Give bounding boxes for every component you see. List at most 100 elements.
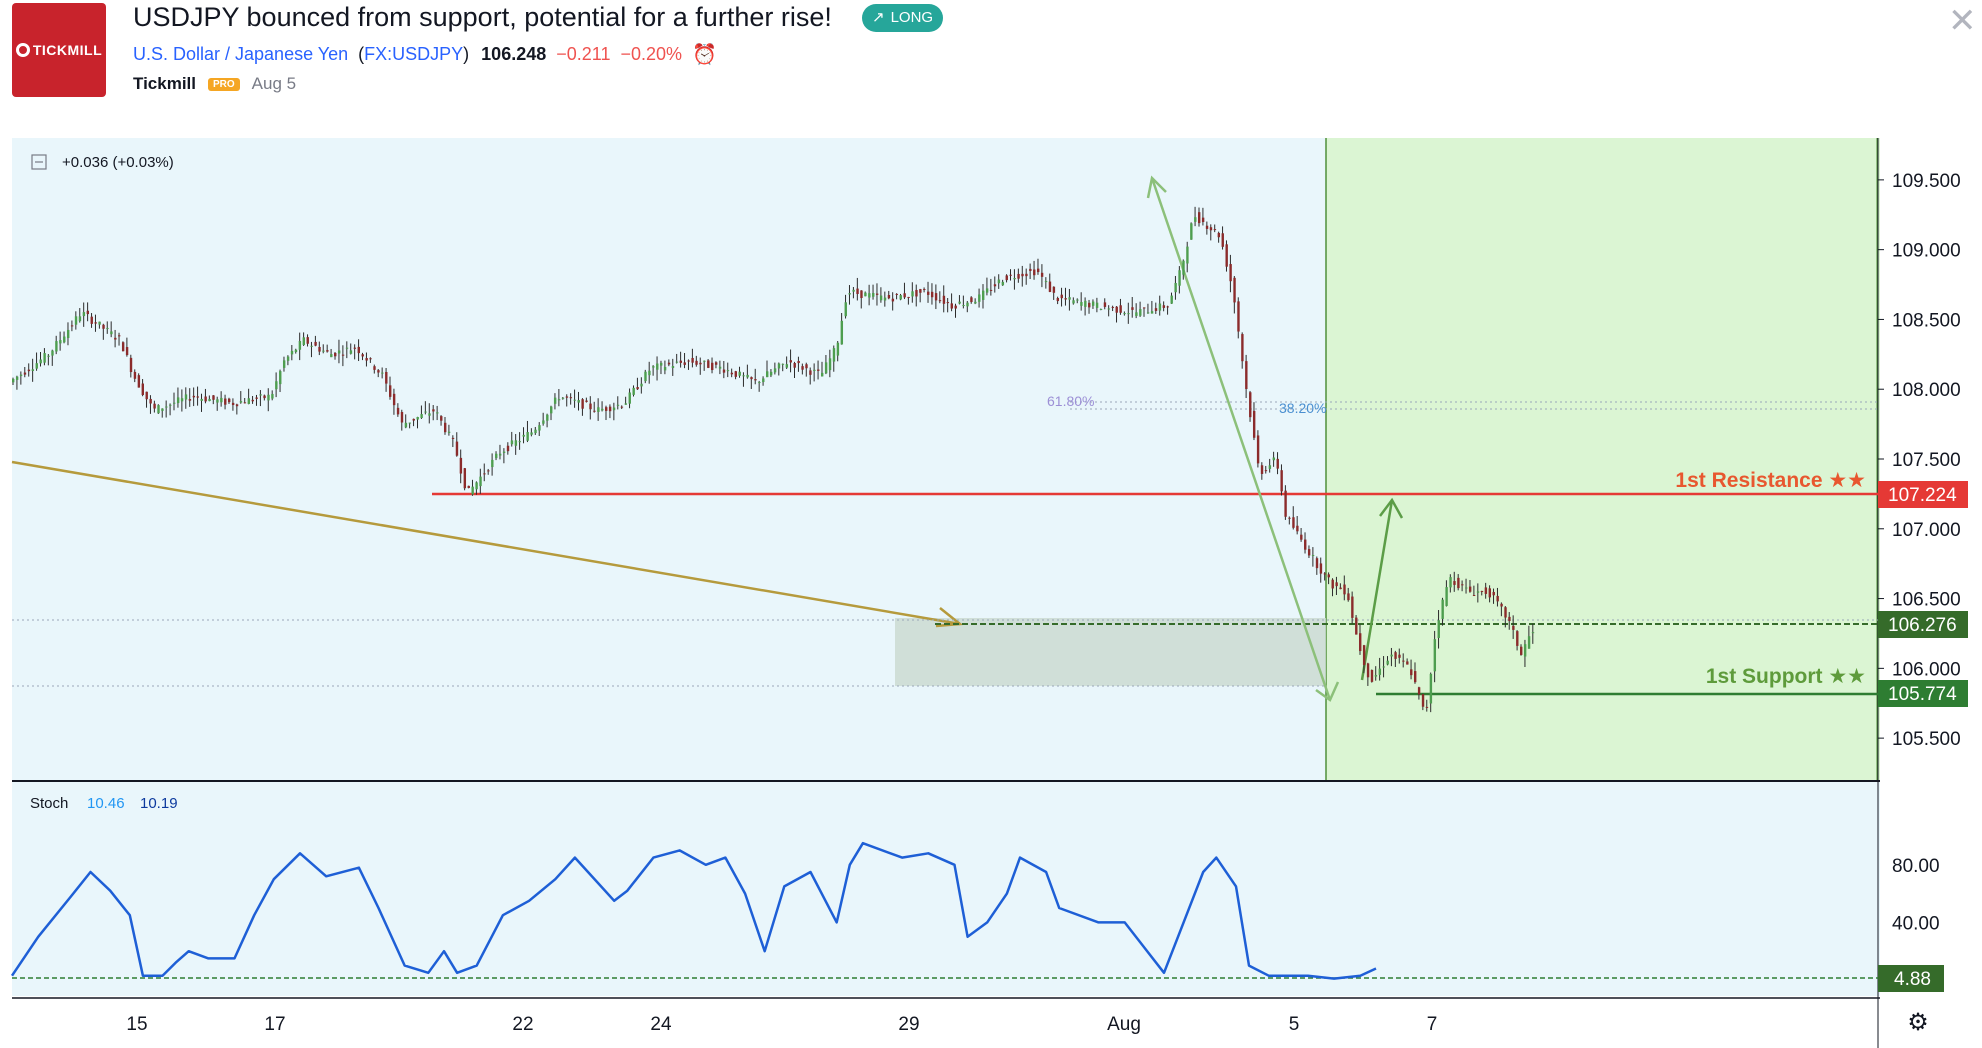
candle-body <box>1382 666 1385 668</box>
candle-body <box>1170 295 1173 304</box>
candle-body <box>1304 539 1307 550</box>
price-change-pct: −0.20% <box>620 44 683 64</box>
pivot-price-tag <box>1878 611 1968 638</box>
candle-body <box>840 320 844 345</box>
candle-body <box>860 290 863 299</box>
candle-body <box>1347 593 1350 601</box>
stoch-last-tag <box>1878 965 1944 992</box>
candle-body <box>310 345 313 347</box>
candle-body <box>746 374 749 378</box>
candle-body <box>703 360 706 362</box>
candle-body <box>1205 225 1209 229</box>
candle-body <box>652 366 655 368</box>
candle-body <box>176 397 180 404</box>
candle-body <box>447 431 451 433</box>
author-line: Tickmill PRO Aug 5 <box>133 74 296 94</box>
candle-body <box>408 422 412 424</box>
candle-body <box>294 349 298 353</box>
candle-body <box>47 355 50 357</box>
candle-body <box>659 362 663 366</box>
candle-body <box>601 408 604 411</box>
candle-body <box>1111 306 1114 308</box>
candle-body <box>1091 301 1095 306</box>
candle-body <box>758 382 761 384</box>
candle-body <box>169 404 172 406</box>
candle-body <box>443 422 447 433</box>
price-axis-label: 108.000 <box>1892 380 1961 401</box>
candle-body <box>1194 217 1197 222</box>
candle-body <box>436 412 439 414</box>
candle-body <box>938 300 942 302</box>
time-axis-label: 15 <box>126 1014 147 1035</box>
candle-body <box>1158 303 1162 311</box>
candle-body <box>1025 273 1028 277</box>
collapse-icon[interactable] <box>31 154 47 170</box>
candle-body <box>1370 669 1374 682</box>
candle-body <box>82 312 86 317</box>
candle-body <box>632 387 635 395</box>
support-price-tag <box>1878 680 1968 707</box>
candle-body <box>1461 584 1464 586</box>
candle-body <box>1445 587 1448 606</box>
candle-body <box>1504 607 1507 618</box>
candle-body <box>754 379 757 381</box>
fib-618-label: 61.80% <box>1047 393 1094 409</box>
candle-body <box>1468 586 1472 592</box>
down-swing-arrow <box>1150 177 1332 701</box>
candle-body <box>1500 603 1503 607</box>
candle-body <box>373 366 376 370</box>
candle-body <box>593 410 596 412</box>
candle-body <box>381 372 384 374</box>
candle-body <box>1115 306 1118 313</box>
candle-body <box>1374 675 1378 677</box>
price-series <box>12 206 1535 713</box>
candle-body <box>227 398 231 403</box>
candle-body <box>1527 636 1531 649</box>
symbol-name[interactable]: U.S. Dollar / Japanese Yen <box>133 44 349 64</box>
candle-body <box>530 432 533 435</box>
price-axis-label: 107.500 <box>1892 450 1961 471</box>
candle-body <box>789 360 792 363</box>
close-icon[interactable]: ✕ <box>1948 2 1977 40</box>
candle-body <box>145 391 148 400</box>
candle-body <box>718 366 722 369</box>
candle-body <box>1472 595 1476 597</box>
support-price: 105.774 <box>1888 684 1957 705</box>
candle-body <box>70 325 74 327</box>
candle-body <box>699 362 702 365</box>
candle-body <box>569 397 573 399</box>
candle-body <box>848 293 851 295</box>
candle-body <box>98 321 101 325</box>
candle-body <box>121 342 125 352</box>
candle-body <box>1488 588 1492 598</box>
candle-body <box>1064 298 1067 300</box>
candle-body <box>875 293 879 295</box>
candle-body <box>1355 617 1358 635</box>
candle-body <box>267 394 270 401</box>
candle-body <box>1288 517 1291 519</box>
candle-body <box>722 369 726 373</box>
price-chart[interactable]: +0.036 (+0.03%) 109.500 109.000 108.500 108… <box>0 130 1982 1048</box>
candle-body <box>597 407 600 412</box>
price-axis-label: 109.000 <box>1892 241 1961 262</box>
candle-body <box>997 279 1001 284</box>
author-name[interactable]: Tickmill <box>133 74 196 93</box>
time-axis-label: 17 <box>264 1014 285 1035</box>
symbol-ticker[interactable]: FX:USDJPY <box>364 44 464 64</box>
candle-body <box>773 368 777 373</box>
price-axis-label: 107.000 <box>1892 520 1961 541</box>
candle-body <box>424 411 427 413</box>
time-axis-label: 7 <box>1427 1014 1438 1035</box>
candle-body <box>392 393 396 406</box>
price-axis-label: 108.500 <box>1892 310 1961 331</box>
author-logo[interactable]: TICKMILL <box>12 3 106 97</box>
candle-body <box>640 383 643 387</box>
candle-body <box>691 357 694 363</box>
candle-body <box>483 473 486 475</box>
candle-body <box>663 367 667 371</box>
settings-gear-icon[interactable]: ⚙ <box>1907 1009 1929 1036</box>
candle-body <box>31 369 35 371</box>
alarm-clock-icon[interactable]: ⏰ <box>692 44 717 66</box>
time-axis-label: Aug <box>1107 1014 1141 1035</box>
candle-body <box>39 359 42 364</box>
